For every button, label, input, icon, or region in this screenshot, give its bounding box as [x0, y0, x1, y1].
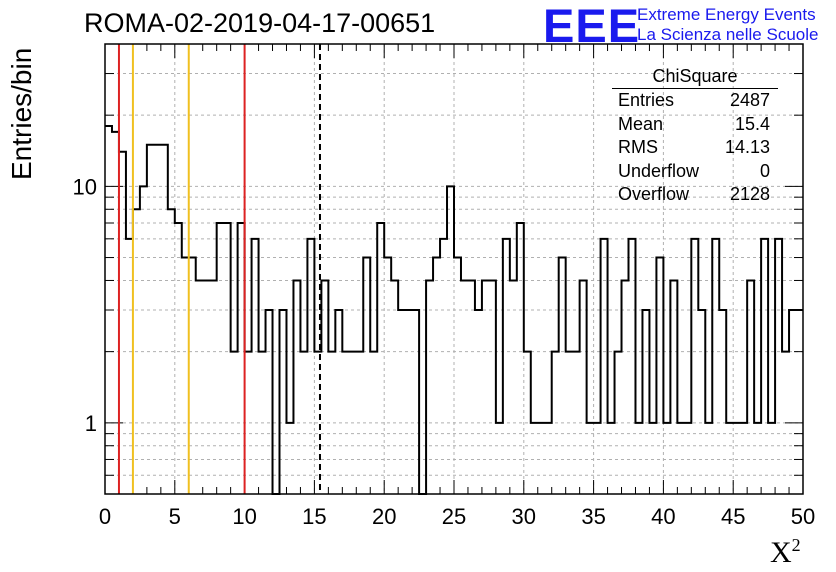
x-tick-label: 40	[651, 504, 675, 529]
x-tick-label: 5	[169, 504, 181, 529]
x-tick-label: 10	[232, 504, 256, 529]
x-tick-labels: 0 5 10 15 20 25 30 35 40 45 50	[99, 504, 815, 529]
x-tick-label: 45	[721, 504, 745, 529]
x-axis-symbol: X	[770, 536, 792, 569]
y-tick-label: 1	[85, 411, 97, 436]
histogram-line	[105, 125, 803, 495]
stats-value: 14.13	[724, 137, 770, 157]
x-tick-label: 50	[791, 504, 815, 529]
stats-label: Overflow	[618, 184, 690, 204]
stats-title: ChiSquare	[612, 66, 778, 89]
stats-row: Underflow 0	[612, 160, 782, 184]
x-axis-label: X2	[770, 535, 801, 570]
stats-value: 2487	[729, 90, 770, 110]
x-tick-label: 0	[99, 504, 111, 529]
stats-label: RMS	[618, 137, 658, 157]
stats-box: ChiSquare Entries 2487 Mean 15.4 RMS 14.…	[612, 66, 782, 207]
logo-line-2: La Scienza nelle Scuole	[637, 25, 819, 44]
stats-value: 15.4	[734, 113, 770, 134]
stats-label: Underflow	[618, 160, 700, 181]
stats-row: Overflow 2128	[612, 183, 782, 207]
x-tick-label: 20	[372, 504, 396, 529]
y-axis-label: Entries/bin	[6, 47, 37, 180]
stats-label: Mean	[618, 113, 664, 134]
x-axis-superscript: 2	[791, 535, 801, 555]
plot-frame	[104, 43, 804, 495]
y-tick-label: 10	[73, 174, 97, 199]
x-tick-label: 25	[442, 504, 466, 529]
stats-row: RMS 14.13	[612, 136, 782, 160]
reference-lines	[117, 44, 321, 494]
stats-value: 0	[759, 160, 770, 181]
logo-line-1: Extreme Energy Events	[637, 5, 816, 24]
y-tick-labels: 1 10	[73, 174, 97, 435]
x-tick-label: 30	[512, 504, 536, 529]
stats-value: 2128	[729, 184, 770, 204]
x-tick-label: 15	[302, 504, 326, 529]
stats-row: Entries 2487	[612, 89, 782, 113]
run-title: ROMA-02-2019-04-17-00651	[84, 8, 436, 38]
x-tick-label: 35	[581, 504, 605, 529]
eee-logo: EEE	[543, 0, 641, 52]
stats-row: Mean 15.4	[612, 113, 782, 137]
stats-label: Entries	[618, 90, 675, 110]
